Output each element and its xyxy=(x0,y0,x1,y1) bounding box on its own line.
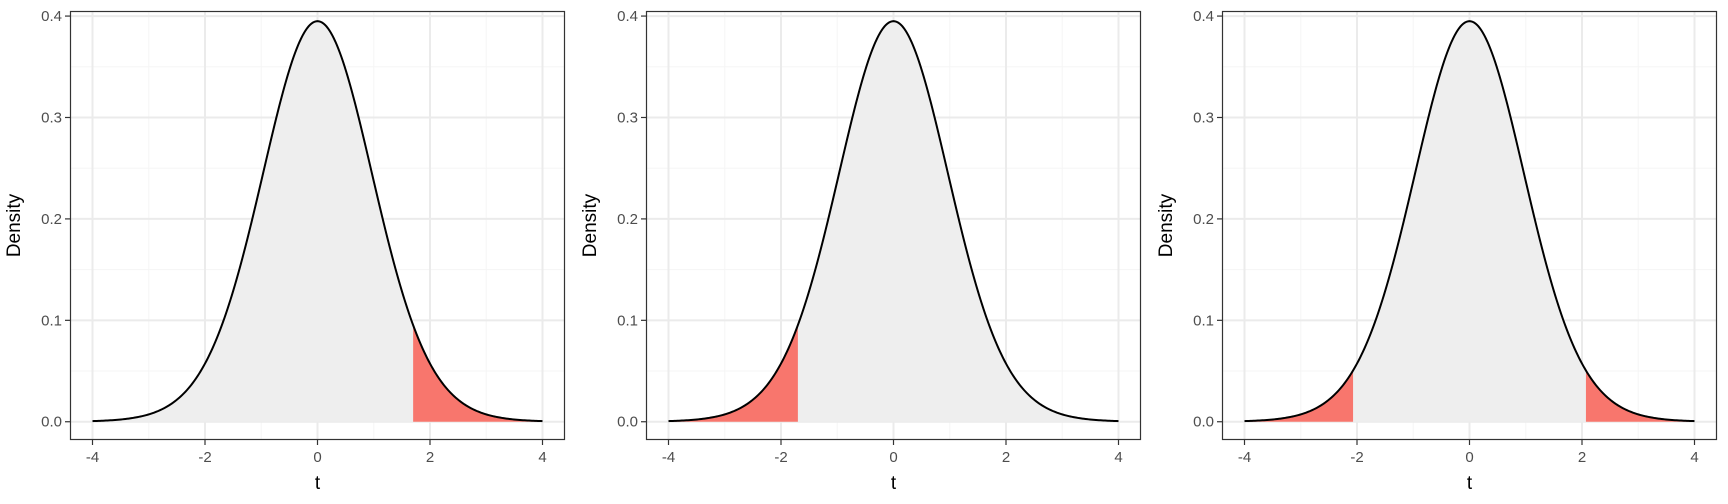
x-tick-label: -2 xyxy=(774,449,787,466)
y-tick-label: 0.1 xyxy=(1193,312,1214,329)
x-tick-label: 0 xyxy=(889,449,897,466)
x-tick-label: 4 xyxy=(1690,449,1698,466)
x-tick-label: 2 xyxy=(1002,449,1010,466)
y-tick-label: 0.3 xyxy=(1193,109,1214,126)
x-tick-label: 0 xyxy=(1465,449,1473,466)
x-tick-label: -4 xyxy=(1238,449,1251,466)
density-area xyxy=(668,21,1119,422)
panel-border xyxy=(1221,10,1718,441)
density-area xyxy=(92,21,543,422)
y-tick-label: 0.3 xyxy=(41,109,62,126)
shaded-tail-region xyxy=(1585,370,1695,422)
y-tick-label: 0.2 xyxy=(617,211,638,228)
x-tick-label: 4 xyxy=(538,449,546,466)
x-tick-label: 4 xyxy=(1114,449,1122,466)
x-axis-title: t xyxy=(315,473,321,494)
panel-border xyxy=(69,10,566,441)
y-axis-title: Density xyxy=(1156,193,1177,257)
density-area xyxy=(1244,21,1695,422)
y-tick-label: 0.1 xyxy=(41,312,62,329)
y-tick-label: 0.1 xyxy=(617,312,638,329)
panel-3: -4 -2 0 2 4 0.0 0.1 0.2 0.3 0.4 t Density xyxy=(1156,8,1718,494)
x-tick-label: 0 xyxy=(313,449,321,466)
x-axis-title: t xyxy=(1467,473,1473,494)
density-curve xyxy=(92,20,543,423)
density-curve xyxy=(668,20,1119,423)
panel-1: -4 -2 0 2 4 0.0 0.1 0.2 0.3 0.4 t Density xyxy=(4,8,566,494)
x-tick-label: -2 xyxy=(198,449,211,466)
x-tick-label: 2 xyxy=(1578,449,1586,466)
y-tick-label: 0.0 xyxy=(1193,414,1214,431)
y-tick-label: 0.4 xyxy=(41,8,62,25)
shaded-tail-region xyxy=(1244,370,1354,422)
shaded-tail-region xyxy=(668,325,798,422)
y-axis-title: Density xyxy=(580,193,601,257)
x-tick-label: -4 xyxy=(662,449,675,466)
y-tick-label: 0.2 xyxy=(41,211,62,228)
density-curve xyxy=(1244,20,1695,423)
panel-2: -4 -2 0 2 4 0.0 0.1 0.2 0.3 0.4 t Density xyxy=(580,8,1142,494)
y-tick-label: 0.0 xyxy=(41,414,62,431)
x-tick-label: 2 xyxy=(426,449,434,466)
x-tick-label: -4 xyxy=(86,449,99,466)
y-tick-label: 0.0 xyxy=(617,414,638,431)
y-axis-title: Density xyxy=(4,193,25,257)
y-tick-label: 0.3 xyxy=(617,109,638,126)
y-tick-label: 0.4 xyxy=(1193,8,1214,25)
x-axis-title: t xyxy=(891,473,897,494)
shaded-tail-region xyxy=(413,325,543,422)
y-tick-label: 0.4 xyxy=(617,8,638,25)
panel-border xyxy=(645,10,1142,441)
y-tick-label: 0.2 xyxy=(1193,211,1214,228)
x-tick-label: -2 xyxy=(1350,449,1363,466)
